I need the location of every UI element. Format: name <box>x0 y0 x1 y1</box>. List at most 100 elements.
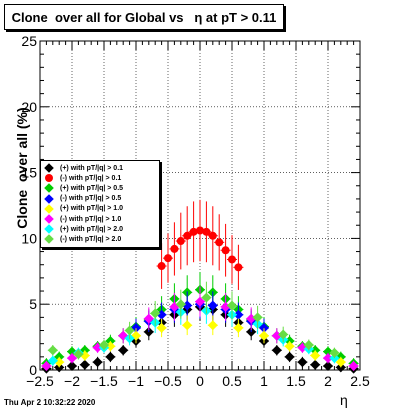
data-point <box>47 345 58 356</box>
data-point <box>201 292 212 303</box>
data-point <box>67 353 77 364</box>
data-point <box>329 347 340 358</box>
data-point <box>234 263 243 272</box>
data-point <box>335 357 346 368</box>
data-point <box>105 351 116 362</box>
data-point <box>221 246 230 255</box>
data-point <box>105 341 116 352</box>
data-point <box>150 308 161 319</box>
data-point <box>259 322 269 333</box>
data-point <box>207 320 218 331</box>
data-point <box>284 351 295 362</box>
data-point <box>233 322 244 333</box>
data-point <box>252 312 263 323</box>
x-tick-label: 1.5 <box>286 373 306 389</box>
x-tick-label: 1 <box>260 373 268 389</box>
y-tick-label: 5 <box>29 296 37 312</box>
points-layer <box>41 199 359 374</box>
data-point <box>220 301 231 312</box>
series-group <box>156 199 244 290</box>
data-point <box>183 231 192 240</box>
data-point <box>196 226 204 235</box>
data-point <box>54 357 65 368</box>
data-point <box>156 309 167 320</box>
data-point <box>303 339 314 350</box>
x-tick-label: −1 <box>128 373 144 389</box>
series-group <box>47 281 340 360</box>
data-point <box>323 361 333 372</box>
data-point <box>284 341 295 352</box>
data-point <box>99 339 109 350</box>
legend-label: (+) with pT/|q| > 0.5 <box>60 184 124 192</box>
data-point <box>259 330 269 341</box>
data-point <box>202 227 211 236</box>
data-point <box>92 357 103 368</box>
data-point <box>189 227 198 236</box>
legend-item: (-) with pT/|q| > 0.1 <box>45 173 155 183</box>
data-point <box>323 353 333 364</box>
series-group <box>47 297 340 367</box>
tick-labels: −2.5 −2 −1.5 −1 −0.5 0 0.5 1 1.5 2 2.5 0 5 10 15 20 25 <box>21 33 370 389</box>
legend-marker <box>44 193 54 204</box>
legend-item: (-) with pT/|q| > 2.0 <box>44 234 155 245</box>
data-point <box>67 361 77 372</box>
data-point <box>195 296 205 307</box>
legend-marker <box>45 174 53 183</box>
data-point <box>233 309 244 320</box>
legend-item: (-) with pT/|q| > 0.5 <box>44 193 155 204</box>
data-point <box>118 345 129 356</box>
data-point <box>271 345 282 356</box>
legend-marker <box>44 183 54 194</box>
data-point <box>176 237 185 246</box>
data-point <box>124 325 135 336</box>
legend-item: (+) with pT/|q| > 0.1 <box>44 163 155 173</box>
x-tick-label: −2.5 <box>26 373 54 389</box>
data-point <box>156 322 167 333</box>
legend-item: (+) with pT/|q| > 0.5 <box>44 183 155 194</box>
data-point <box>164 254 172 263</box>
chart-title: Clone over all for Global vs η at pT > 0… <box>4 4 284 30</box>
data-point <box>175 299 186 310</box>
data-point <box>143 313 154 324</box>
legend: (+) with pT/|q| > 0.1 (-) with pT/|q| > … <box>40 160 160 248</box>
data-point <box>310 350 321 361</box>
x-axis-label: η <box>340 392 348 408</box>
data-point <box>182 320 193 331</box>
timestamp: Thu Apr 2 10:32:22 2020 <box>4 398 96 407</box>
x-tick-label: −1.5 <box>90 373 118 389</box>
data-point <box>47 355 58 366</box>
data-point <box>271 330 282 341</box>
legend-item: (+) with pT/|q| > 2.0 <box>44 224 155 235</box>
series-group <box>54 315 346 368</box>
data-point <box>157 262 166 271</box>
legend-label: (+) with pT/|q| > 1.0 <box>60 205 124 213</box>
legend-marker <box>44 214 54 224</box>
x-tick-label: −2 <box>64 373 80 389</box>
data-point <box>170 244 179 253</box>
y-tick-label: 15 <box>21 165 37 181</box>
data-point <box>310 359 321 370</box>
x-tick-label: 2.5 <box>350 373 370 389</box>
legend-marker <box>44 234 54 245</box>
data-point <box>246 313 257 324</box>
data-point <box>227 300 237 311</box>
series-group <box>41 286 359 372</box>
y-tick-label: 10 <box>21 230 37 246</box>
data-point <box>207 300 218 311</box>
legend-marker <box>44 204 54 214</box>
data-point <box>215 238 224 247</box>
legend-label: (-) with pT/|q| > 1.0 <box>60 215 122 223</box>
data-point <box>278 329 289 340</box>
data-point <box>348 361 359 372</box>
data-point <box>79 359 90 370</box>
legend-label: (-) with pT/|q| > 0.1 <box>60 174 122 182</box>
y-tick-label: 20 <box>21 99 37 115</box>
data-point <box>228 255 236 264</box>
legend-item: (+) with pT/|q| > 1.0 <box>44 204 155 214</box>
legend-marker <box>44 163 54 173</box>
data-point <box>73 349 84 360</box>
data-point <box>182 300 193 311</box>
data-point <box>41 361 52 372</box>
x-tick-label: −0.5 <box>154 373 182 389</box>
legend-label: (-) with pT/|q| > 0.5 <box>60 195 122 203</box>
